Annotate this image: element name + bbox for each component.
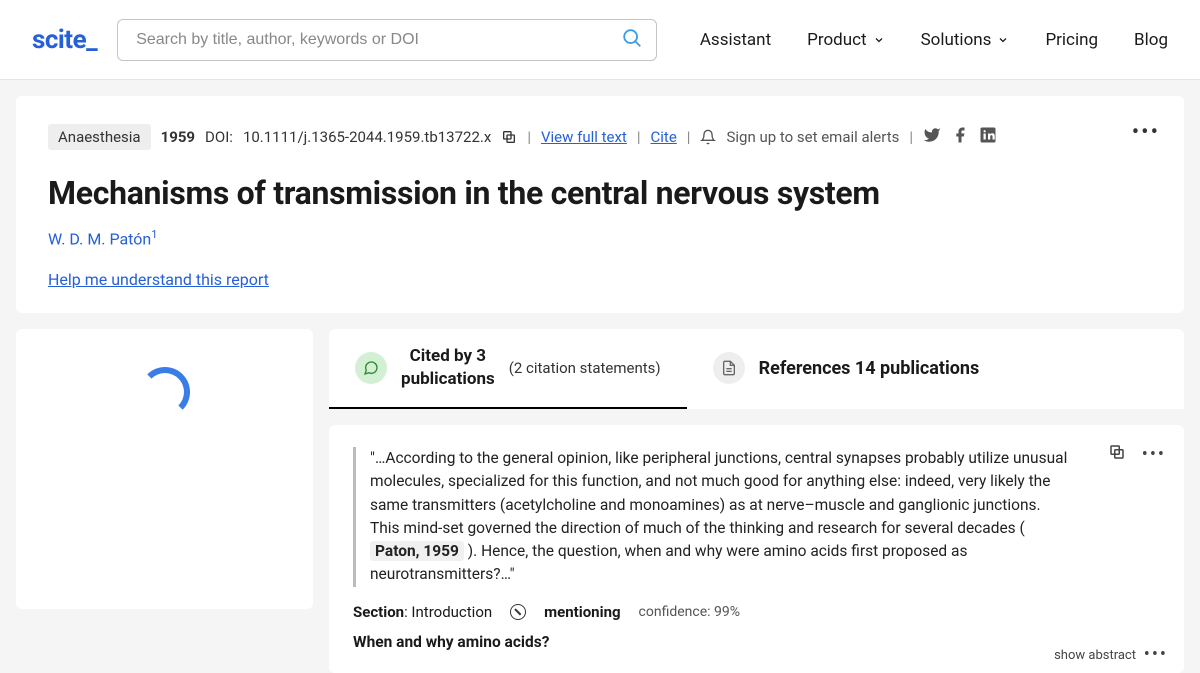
- social-icons: [923, 126, 997, 148]
- left-panel: [16, 329, 313, 609]
- search-icon[interactable]: [621, 27, 643, 53]
- more-icon[interactable]: •••: [1132, 120, 1160, 145]
- section-label: Section: [353, 603, 404, 621]
- search-container: [117, 19, 657, 61]
- divider: |: [637, 128, 641, 146]
- view-full-text-link[interactable]: View full text: [541, 128, 627, 146]
- citation-type: mentioning: [544, 603, 620, 621]
- tab-references[interactable]: References 14 publications: [687, 329, 1006, 409]
- more-icon[interactable]: •••: [1144, 644, 1168, 665]
- chevron-down-icon: [873, 34, 885, 46]
- nav-pricing[interactable]: Pricing: [1045, 30, 1098, 50]
- tab-references-label: References 14 publications: [759, 358, 980, 379]
- section-value: : Introduction: [404, 603, 492, 621]
- bell-icon[interactable]: [700, 129, 716, 145]
- twitter-icon[interactable]: [923, 126, 941, 148]
- tabs: Cited by 3publications (2 citation state…: [329, 329, 1184, 409]
- meta-row: Anaesthesia 1959 DOI: 10.1111/j.1365-204…: [48, 124, 1152, 150]
- divider: |: [909, 128, 913, 146]
- card-actions: •••: [1108, 443, 1166, 465]
- divider: |: [687, 128, 691, 146]
- tab-cited-text: Cited by 3publications: [401, 345, 495, 391]
- citing-paper-title[interactable]: When and why amino acids?: [353, 633, 1160, 651]
- logo[interactable]: scite_: [32, 25, 97, 55]
- cite-link[interactable]: Cite: [651, 128, 677, 146]
- search-input[interactable]: [117, 19, 657, 61]
- mentioning-icon: [510, 604, 526, 620]
- nav-solutions[interactable]: Solutions: [921, 30, 1010, 50]
- year: 1959: [161, 128, 195, 146]
- chevron-down-icon: [997, 34, 1009, 46]
- nav: Assistant Product Solutions Pricing Blog: [700, 30, 1168, 50]
- content-row: Cited by 3publications (2 citation state…: [16, 329, 1184, 672]
- tab-cited-sub: (2 citation statements): [509, 359, 661, 377]
- right-panel: Cited by 3publications (2 citation state…: [329, 329, 1184, 672]
- copy-icon[interactable]: [1108, 443, 1126, 465]
- document-icon: [713, 352, 745, 384]
- show-abstract-button[interactable]: show abstract: [1054, 648, 1136, 663]
- journal-badge[interactable]: Anaesthesia: [48, 124, 151, 150]
- more-icon[interactable]: •••: [1142, 444, 1166, 465]
- citation-quote: "…According to the general opinion, like…: [353, 447, 1073, 587]
- tab-cited-by[interactable]: Cited by 3publications (2 citation state…: [329, 329, 687, 409]
- header: scite_ Assistant Product Solutions Prici…: [0, 0, 1200, 80]
- nav-blog[interactable]: Blog: [1134, 30, 1168, 50]
- facebook-icon[interactable]: [951, 126, 969, 148]
- quote-icon: [355, 352, 387, 384]
- nav-product[interactable]: Product: [807, 30, 884, 50]
- alert-text[interactable]: Sign up to set email alerts: [726, 128, 899, 146]
- nav-assistant[interactable]: Assistant: [700, 30, 771, 50]
- paper-card: ••• Anaesthesia 1959 DOI: 10.1111/j.1365…: [16, 96, 1184, 313]
- confidence: confidence: 99%: [639, 604, 740, 620]
- linkedin-icon[interactable]: [979, 126, 997, 148]
- paper-title: Mechanisms of transmission in the centra…: [48, 174, 1152, 212]
- author[interactable]: W. D. M. Patón1: [48, 228, 1152, 248]
- copy-icon[interactable]: [501, 129, 517, 145]
- cite-reference[interactable]: Paton, 1959: [370, 541, 464, 561]
- citation-card: ••• "…According to the general opinion, …: [329, 425, 1184, 673]
- help-link[interactable]: Help me understand this report: [48, 270, 269, 289]
- doi-label: DOI:: [205, 128, 233, 146]
- loading-spinner: [140, 367, 190, 417]
- divider: |: [527, 128, 531, 146]
- doi-value: 10.1111/j.1365-2044.1959.tb13722.x: [243, 128, 491, 146]
- section-row: Section: Introduction mentioning confide…: [353, 603, 1160, 621]
